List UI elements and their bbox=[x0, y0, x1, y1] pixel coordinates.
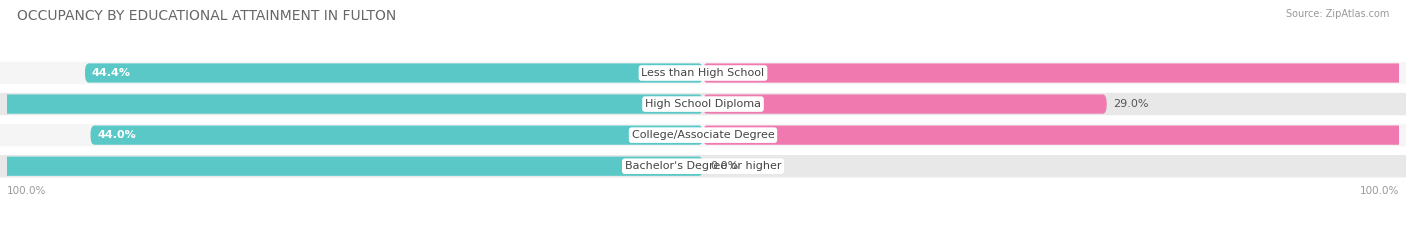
Text: Source: ZipAtlas.com: Source: ZipAtlas.com bbox=[1285, 9, 1389, 19]
Text: High School Diploma: High School Diploma bbox=[645, 99, 761, 109]
Text: Less than High School: Less than High School bbox=[641, 68, 765, 78]
FancyBboxPatch shape bbox=[84, 63, 703, 83]
FancyBboxPatch shape bbox=[90, 126, 703, 145]
FancyBboxPatch shape bbox=[703, 63, 1406, 83]
FancyBboxPatch shape bbox=[0, 94, 703, 114]
FancyBboxPatch shape bbox=[0, 62, 1406, 84]
Text: 44.0%: 44.0% bbox=[97, 130, 136, 140]
FancyBboxPatch shape bbox=[703, 126, 1406, 145]
Text: OCCUPANCY BY EDUCATIONAL ATTAINMENT IN FULTON: OCCUPANCY BY EDUCATIONAL ATTAINMENT IN F… bbox=[17, 9, 396, 23]
FancyBboxPatch shape bbox=[703, 94, 1107, 114]
Text: 100.0%: 100.0% bbox=[7, 186, 46, 196]
FancyBboxPatch shape bbox=[0, 157, 703, 176]
FancyBboxPatch shape bbox=[0, 124, 1406, 146]
Text: College/Associate Degree: College/Associate Degree bbox=[631, 130, 775, 140]
Text: 100.0%: 100.0% bbox=[1360, 186, 1399, 196]
Text: 29.0%: 29.0% bbox=[1114, 99, 1149, 109]
Text: Bachelor's Degree or higher: Bachelor's Degree or higher bbox=[624, 161, 782, 171]
FancyBboxPatch shape bbox=[0, 93, 1406, 115]
Text: 0.0%: 0.0% bbox=[710, 161, 738, 171]
FancyBboxPatch shape bbox=[0, 155, 1406, 177]
Text: 44.4%: 44.4% bbox=[91, 68, 131, 78]
